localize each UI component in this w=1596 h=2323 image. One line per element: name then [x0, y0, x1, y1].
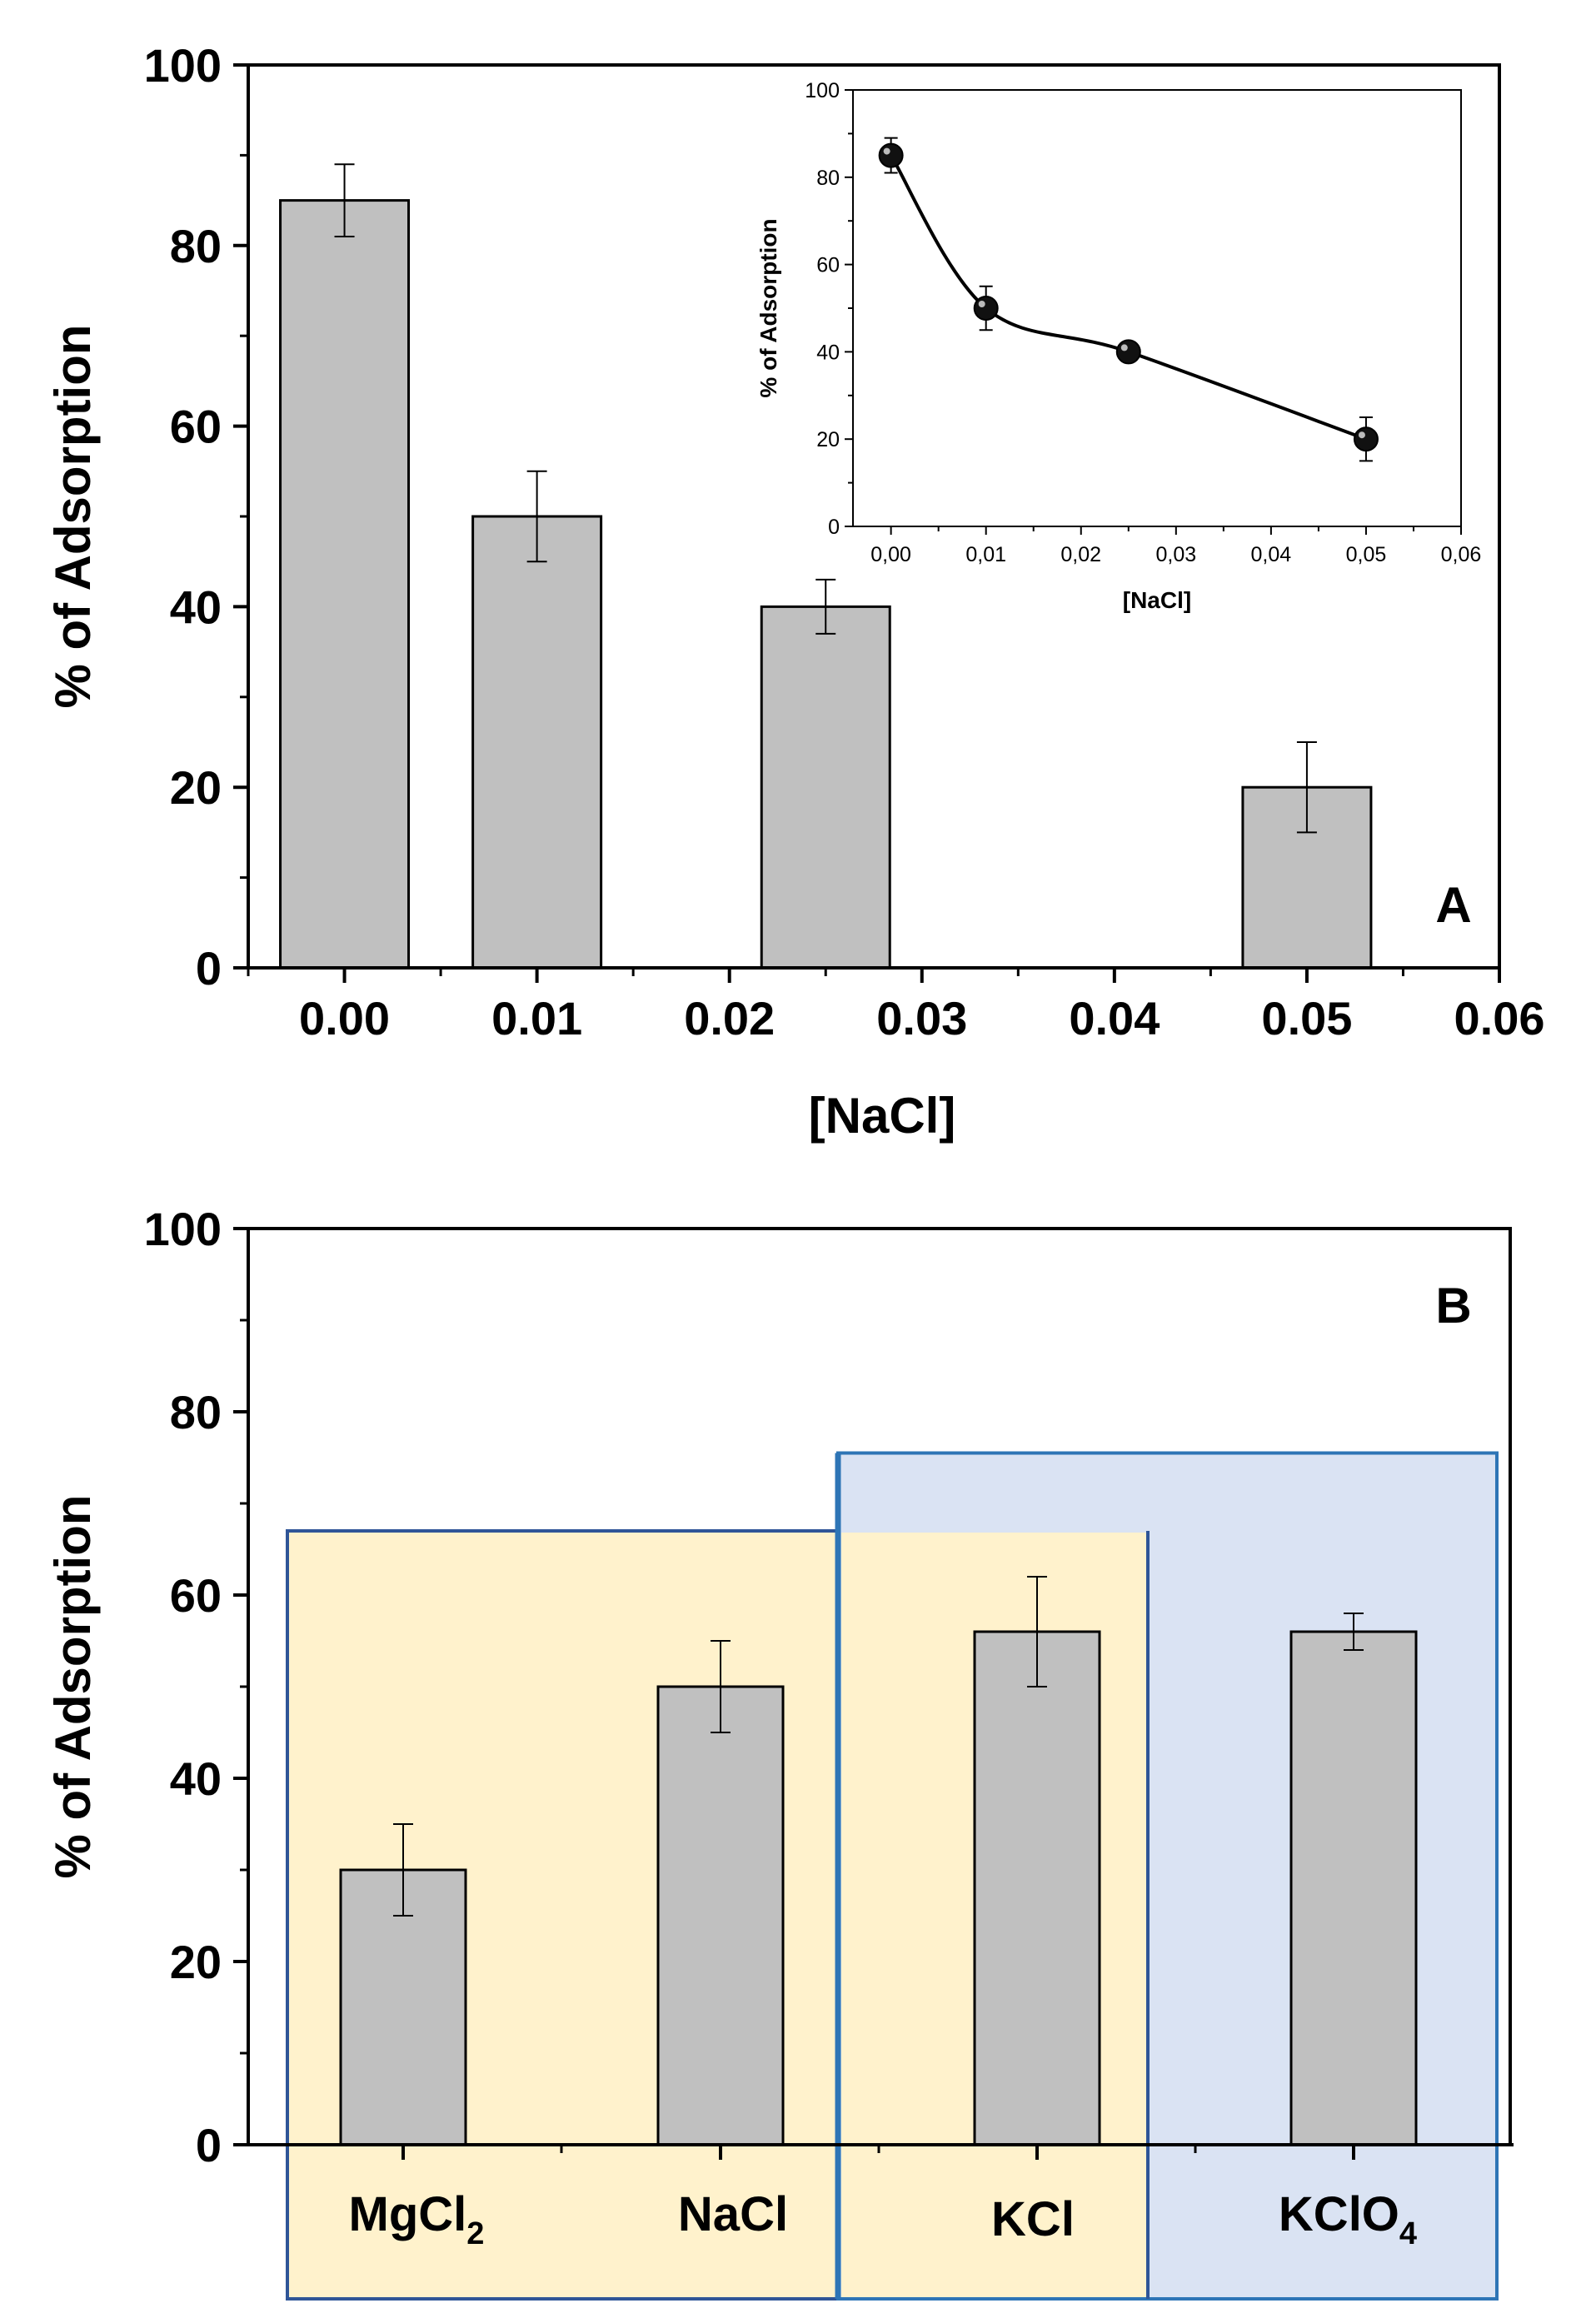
panel-a-y-tick-label-2: 40 [170, 581, 222, 633]
panel-b-y-tick-label-0: 0 [196, 2119, 222, 2171]
panel-a-error-bars [334, 163, 1317, 834]
panel-a-label: A [1435, 877, 1471, 933]
panel-b-error-bar-3 [1344, 1613, 1364, 1651]
panel-a-error-bar-1 [526, 470, 547, 563]
panel-a-x-tick-label-2: 0.02 [684, 992, 775, 1044]
inset-y-tick-label-0: 0 [828, 516, 840, 539]
inset-point-highlight-0 [883, 147, 890, 155]
panel-b-category-label-3: KClO4 [1279, 2187, 1417, 2251]
inset-point-marker-0 [878, 142, 904, 168]
inset-fit-line [889, 154, 1367, 441]
panel-a-y-tick-label-5: 100 [144, 39, 222, 92]
inset-x-axis-title: [NaCl] [1123, 587, 1191, 613]
inset-point-highlight-3 [1358, 431, 1365, 439]
inset-x-tick-label-4: 0,04 [1251, 543, 1292, 566]
panel-b-y-tick-label-2: 40 [170, 1752, 222, 1805]
panel-b-category-subscript-0: 2 [466, 2216, 484, 2251]
panel-a-x-tick-label-1: 0.01 [491, 992, 582, 1044]
panel-b-bar-1 [656, 1685, 785, 2146]
panel-b-y-tick-label-4: 80 [170, 1386, 222, 1438]
panel-b-label: B [1435, 1278, 1471, 1333]
inset-x-tick-label-5: 0,05 [1346, 543, 1387, 566]
panel-b-category-name-3: KClO [1279, 2187, 1399, 2241]
inset-points [878, 142, 1379, 452]
inset-x-tick-label-1: 0,01 [965, 543, 1006, 566]
inset-x-tick-label-3: 0,03 [1155, 543, 1196, 566]
panel-b-y-ticks: 0 20 40 60 80 100 [144, 1203, 248, 2171]
panel-b-error-bar-2 [1027, 1576, 1047, 1687]
panel-a-x-axis-title: [NaCl] [809, 1088, 956, 1144]
inset-y-tick-label-2: 40 [816, 341, 840, 364]
panel-b-bar-3 [1289, 1630, 1418, 2146]
panel-b-error-bar-0 [393, 1823, 413, 1917]
inset-y-ticks: 0 20 40 60 80 100 [805, 79, 853, 539]
inset-y-tick-label-3: 60 [816, 254, 840, 277]
panel-b-category-name-0: MgCl [349, 2187, 467, 2241]
panel-b: 0 20 40 60 80 100 MgCl2 NaCl KCl KClO4 % of Adso… [45, 1203, 1514, 2301]
inset-point-marker-3 [1353, 426, 1379, 452]
panel-b-y-axis-title: % of Adsorption [45, 1494, 101, 1878]
panel-a-x-tick-label-0: 0.00 [299, 992, 390, 1044]
panel-b-bar-2 [973, 1630, 1101, 2146]
panel-b-y-tick-label-5: 100 [144, 1203, 222, 1255]
panel-a-y-axis-title: % of Adsorption [45, 324, 101, 708]
inset-point-highlight-2 [1120, 344, 1128, 351]
inset-point-3 [1353, 426, 1379, 452]
inset-point-2 [1115, 339, 1141, 365]
panel-b-y-tick-label-3: 60 [170, 1569, 222, 1622]
panel-b-category-name-1: NaCl [678, 2187, 788, 2241]
panel-a-bar-0 [279, 199, 411, 970]
inset-point-marker-2 [1115, 339, 1141, 365]
panel-a-bar-1 [471, 515, 603, 970]
panel-a-error-bar-3 [1296, 741, 1317, 834]
panel-b-category-label-1: NaCl [678, 2187, 788, 2241]
inset-x-tick-label-2: 0,02 [1060, 543, 1101, 566]
inset-point-marker-1 [973, 296, 999, 321]
panel-b-category-subscript-3: 4 [1399, 2216, 1417, 2251]
panel-a-y-tick-label-4: 80 [170, 220, 222, 272]
inset-y-tick-label-1: 20 [816, 428, 840, 451]
panel-b-category-label-0: MgCl2 [349, 2187, 485, 2251]
inset-point-0 [878, 142, 904, 168]
panel-a-x-tick-label-5: 0.05 [1261, 992, 1352, 1044]
panel-a-x-tick-label-3: 0.03 [876, 992, 967, 1044]
inset-y-axis-title: % of Adsorption [756, 218, 781, 397]
inset-plot-frame [852, 89, 1462, 527]
panel-a-y-tick-label-0: 0 [196, 942, 222, 995]
inset-point-highlight-1 [978, 301, 985, 307]
inset-x-ticks: 0,00 0,01 0,02 0,03 0,04 0,05 0,06 [870, 526, 1481, 566]
panel-a-error-bar-2 [815, 578, 836, 635]
panel-a-bar-2 [760, 605, 891, 970]
panel-a-x-tick-label-6: 0.06 [1454, 992, 1545, 1044]
panel-b-category-label-2: KCl [991, 2192, 1075, 2246]
panel-b-category-name-2: KCl [991, 2192, 1075, 2246]
panel-a-x-ticks: 0.00 0.01 0.02 0.03 0.04 0.05 0.06 [247, 968, 1545, 1044]
panel-a-bar-3 [1241, 785, 1373, 970]
panel-a-y-tick-label-3: 60 [170, 401, 222, 453]
inset-x-tick-label-0: 0,00 [870, 543, 911, 566]
panel-b-error-bars [393, 1576, 1364, 1917]
inset-y-tick-label-4: 80 [816, 167, 840, 190]
inset-point-1 [973, 296, 999, 321]
inset-y-tick-label-5: 100 [805, 79, 840, 102]
panel-b-error-bar-1 [711, 1640, 731, 1733]
panel-a-x-tick-label-4: 0.04 [1069, 992, 1160, 1044]
panel-b-y-tick-label-1: 20 [170, 1936, 222, 1988]
panel-b-x-ticks: MgCl2 NaCl KCl KClO4 [245, 2143, 1514, 2251]
panel-a-error-bar-0 [334, 163, 355, 237]
panel-a-y-ticks: 0 20 40 60 80 100 [144, 39, 248, 995]
inset-x-tick-label-6: 0,06 [1441, 543, 1482, 566]
panel-a-y-tick-label-1: 20 [170, 761, 222, 814]
